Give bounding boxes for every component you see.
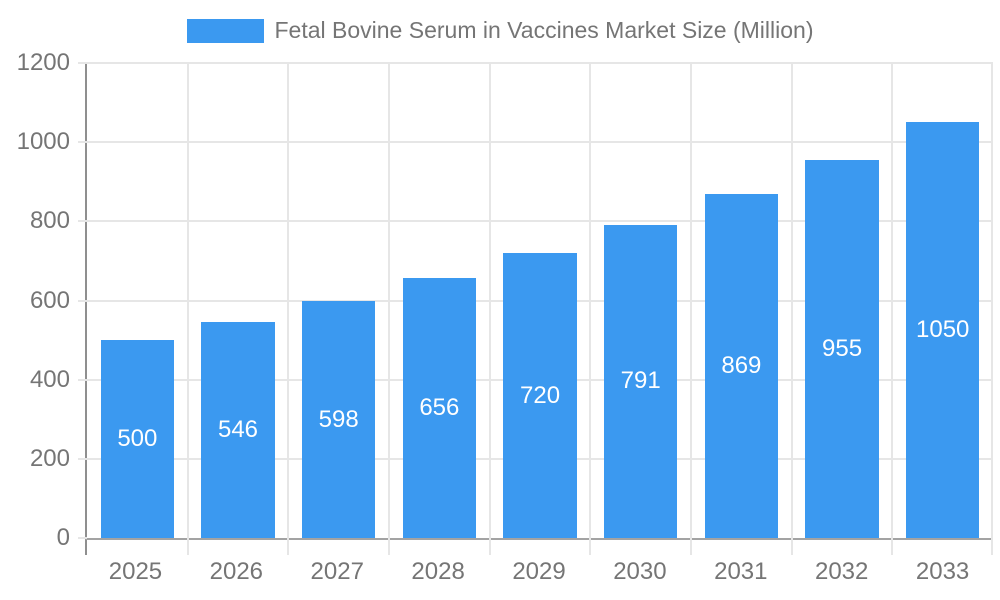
- x-axis-label: 2031: [714, 558, 768, 585]
- bar-2026[interactable]: 546: [201, 321, 275, 538]
- y-axis-label: 600: [29, 286, 70, 314]
- bar-cell: 791: [590, 63, 691, 538]
- legend-label: Fetal Bovine Serum in Vaccines Market Si…: [274, 17, 814, 43]
- v-gridline: [991, 63, 993, 555]
- bar-value-label: 955: [822, 334, 863, 362]
- y-axis-label: 400: [29, 365, 70, 393]
- y-axis-label: 200: [29, 444, 70, 472]
- y-axis-label: 1200: [16, 49, 70, 76]
- h-gridline: [78, 141, 993, 144]
- bar-value-label: 546: [217, 415, 259, 443]
- bar-cell: 500: [87, 63, 188, 538]
- legend-swatch: [186, 18, 264, 43]
- bar-2031[interactable]: 869: [704, 194, 779, 538]
- legend: Fetal Bovine Serum in Vaccines Market Si…: [0, 17, 1000, 44]
- bar-cell: 720: [490, 63, 591, 538]
- v-gridline: [488, 63, 491, 555]
- y-axis-label: 800: [29, 207, 70, 235]
- bar-2027[interactable]: 598: [301, 301, 376, 538]
- v-gridline: [589, 63, 592, 555]
- v-gridline: [891, 63, 894, 555]
- x-axis-label: 2028: [411, 558, 465, 585]
- bar-cell: 656: [389, 63, 490, 538]
- x-axis-labels: 2025 2026 2027 2028 2029 2030 2031 2032 2033: [85, 558, 993, 586]
- y-axis-label: 1000: [16, 128, 70, 156]
- plot-area: 0 200 400 600 800 1000 1200 500 546 598 656 720 791…: [17, 49, 993, 555]
- v-gridline: [186, 63, 189, 555]
- h-gridline: [78, 62, 993, 64]
- bar-2033[interactable]: 1050: [905, 122, 980, 538]
- y-axis-labels: 0 200 400 600 800 1000 1200: [2, 49, 70, 551]
- x-axis-label: 2032: [814, 558, 869, 585]
- bar-value-label: 500: [117, 425, 158, 453]
- v-gridline: [790, 63, 793, 555]
- x-axis-label: 2026: [209, 558, 264, 585]
- x-axis-label: 2030: [613, 558, 667, 585]
- bars-row: 500 546 598 656 720 791 869 955 1050: [87, 63, 993, 538]
- bar-value-label: 656: [419, 394, 460, 422]
- v-gridline: [689, 63, 692, 555]
- x-axis-label: 2029: [512, 558, 566, 585]
- legend-item[interactable]: Fetal Bovine Serum in Vaccines Market Si…: [186, 17, 814, 44]
- bar-value-label: 720: [520, 381, 561, 409]
- bar-value-label: 598: [318, 405, 359, 433]
- v-gridline: [287, 63, 290, 555]
- h-gridline: [78, 537, 87, 539]
- bar-cell: 955: [792, 63, 893, 538]
- bar-value-label: 1050: [916, 316, 970, 344]
- bar-cell: 546: [188, 63, 289, 538]
- bar-2028[interactable]: 656: [402, 278, 477, 538]
- bar-cell: 598: [288, 63, 389, 538]
- bar-value-label: 869: [721, 352, 762, 380]
- y-axis-label: 0: [56, 524, 70, 551]
- bar-2030[interactable]: 791: [603, 224, 678, 538]
- bar-cell: 1050: [892, 63, 993, 538]
- v-gridline: [387, 63, 390, 555]
- h-gridline: [78, 220, 993, 223]
- bar-cell: 869: [691, 63, 792, 538]
- x-axis-label: 2025: [108, 558, 163, 585]
- bar-2032[interactable]: 955: [805, 159, 879, 538]
- bar-2029[interactable]: 720: [503, 253, 577, 538]
- bar-value-label: 791: [620, 367, 661, 395]
- x-axis-label: 2027: [310, 558, 364, 585]
- y-axis-line: [85, 540, 87, 555]
- x-axis-label: 2033: [915, 558, 970, 585]
- bar-2025[interactable]: 500: [100, 340, 175, 538]
